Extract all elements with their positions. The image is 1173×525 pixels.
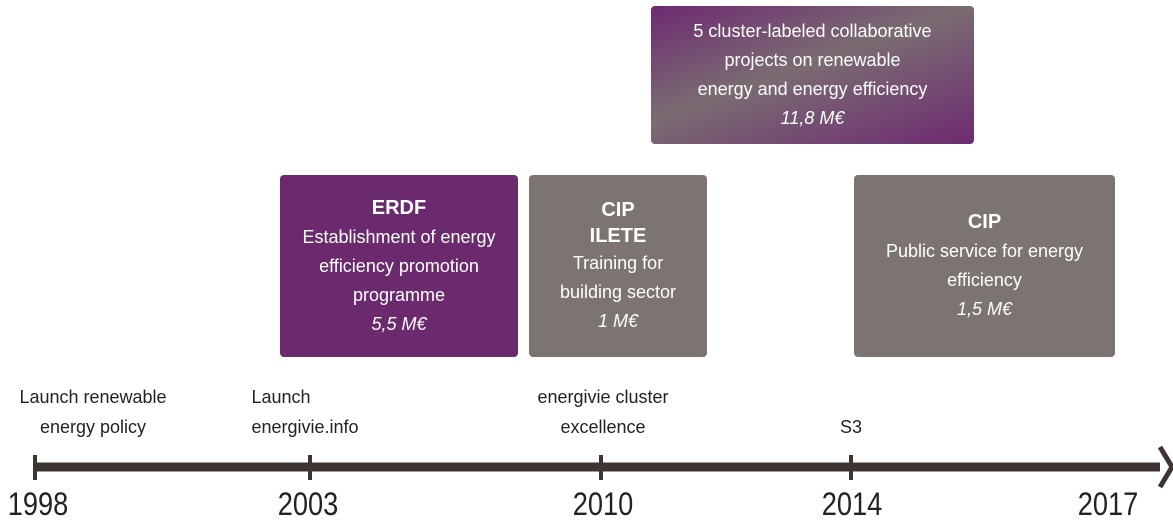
- milestone-text: excellence: [560, 417, 646, 437]
- year-label: 2014: [821, 486, 883, 522]
- milestone-text: Launch renewable: [19, 387, 167, 407]
- box-title: CIP: [967, 211, 1002, 233]
- box: ERDF Establishment of energy efficiency …: [280, 175, 518, 357]
- milestone: S3: [840, 412, 862, 442]
- milestone-text: energivie cluster: [537, 387, 669, 407]
- box-text: energy and energy efficiency: [697, 79, 928, 99]
- box-text: 5 cluster-labeled collaborative: [693, 21, 932, 41]
- milestone-text: energy policy: [39, 417, 147, 437]
- box-text: building sector: [559, 281, 677, 302]
- box-title: ILETE: [589, 224, 647, 247]
- box: CIP Public service for energy efficiency…: [854, 175, 1115, 357]
- year-label: 2003: [277, 486, 339, 522]
- box-text: programme: [352, 284, 446, 305]
- box: 5 cluster-labeled collaborative projects…: [651, 6, 974, 144]
- milestone: Launch energivie.info: [251, 382, 358, 442]
- year-label: 2010: [572, 486, 634, 522]
- box: CIP ILETE Training for building sector 1…: [529, 175, 707, 357]
- box-text: Public service for energy: [885, 241, 1084, 261]
- box-text: efficiency: [947, 270, 1022, 290]
- year-label: 2017: [1077, 486, 1139, 522]
- milestone-text: Launch: [251, 387, 311, 407]
- box-amount: 11,8 M€: [780, 108, 845, 128]
- milestone: Launch renewable energy policy: [19, 382, 166, 442]
- year-label: 1998: [7, 486, 69, 522]
- milestone: energivie cluster excellence: [537, 382, 668, 442]
- box-title: ERDF: [371, 196, 427, 219]
- box-text: Training for: [572, 252, 664, 273]
- box-amount: 5,5 M€: [371, 313, 427, 334]
- milestone-text: S3: [839, 417, 863, 437]
- box-text: efficiency promotion: [319, 255, 479, 276]
- box-text: projects on renewable: [724, 50, 901, 70]
- box-text: Establishment of energy: [302, 226, 496, 247]
- box-amount: 1 M€: [597, 310, 639, 331]
- box-title: CIP: [601, 198, 635, 221]
- axis-arrow: [1157, 445, 1173, 489]
- milestone-text: energivie.info: [251, 417, 359, 437]
- box-amount: 1,5 M€: [956, 299, 1013, 319]
